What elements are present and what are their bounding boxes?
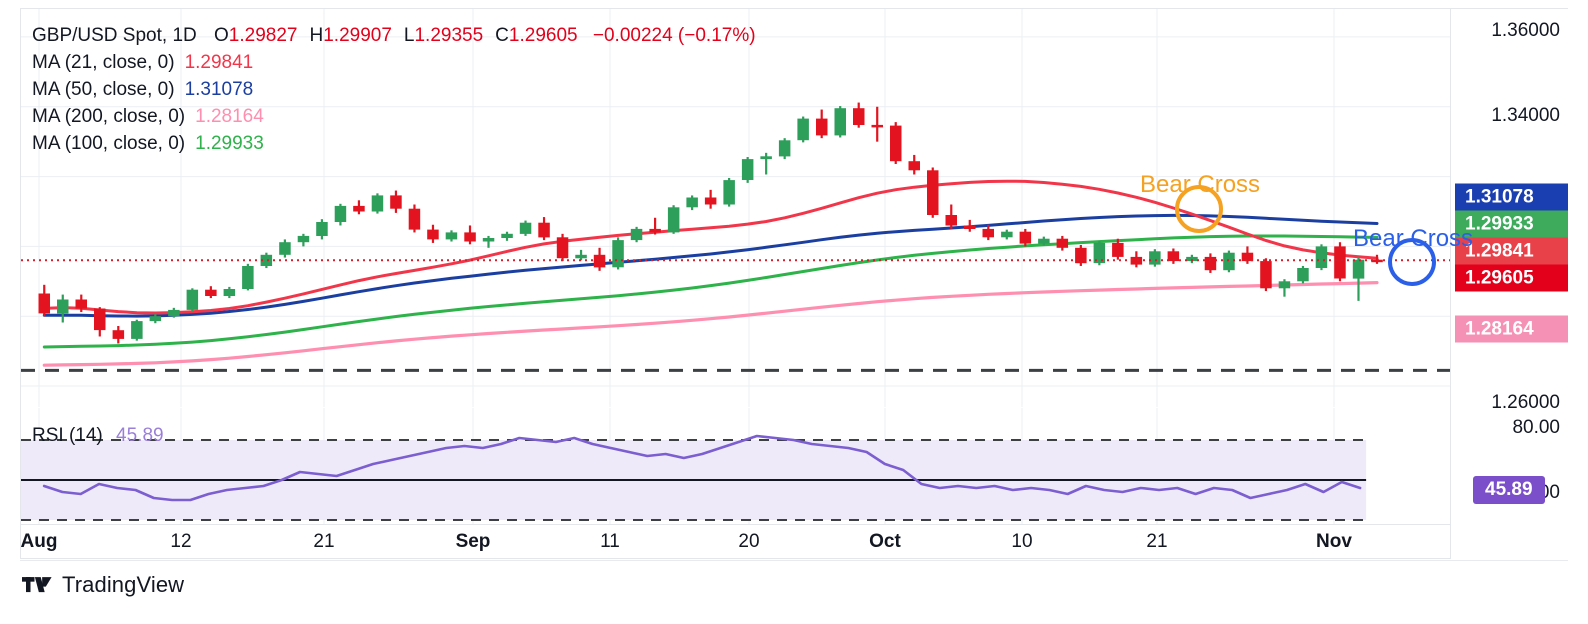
rsi-plot xyxy=(21,408,1367,524)
time-axis-tick: Nov xyxy=(1316,531,1352,552)
time-axis-tick: Sep xyxy=(455,531,491,552)
bear-cross-circle-1 xyxy=(1388,238,1436,286)
price-pane[interactable] xyxy=(21,9,1450,407)
time-axis-tick: 20 xyxy=(738,531,760,552)
tradingview-logo[interactable]: TradingView xyxy=(22,572,184,598)
time-axis[interactable]: Aug1221Sep1120Oct1021Nov11 xyxy=(20,524,1483,559)
rsi-axis-tick: 80.00 xyxy=(1512,417,1560,438)
price-badge[interactable]: 1.31078 xyxy=(1455,183,1568,211)
footer: TradingView xyxy=(20,560,1568,608)
price-plot xyxy=(21,9,1450,407)
time-axis-tick: Oct xyxy=(869,531,901,552)
price-axis[interactable]: 1.360001.340001.320001.260001.310781.299… xyxy=(1450,9,1568,559)
bear-cross-circle-0 xyxy=(1175,185,1223,233)
time-axis-tick: 12 xyxy=(170,531,192,552)
time-axis-tick: 21 xyxy=(1146,531,1168,552)
time-axis-tick: Aug xyxy=(20,531,58,552)
tradingview-mark-icon xyxy=(22,576,52,592)
price-badge[interactable]: 1.29605 xyxy=(1455,264,1568,292)
price-badge[interactable]: 1.29841 xyxy=(1455,237,1568,265)
tradingview-wordmark: TradingView xyxy=(62,571,185,597)
chart-frame: Aug1221Sep1120Oct1021Nov11 1.360001.3400… xyxy=(20,8,1568,559)
rsi-value-badge[interactable]: 45.89 xyxy=(1473,476,1545,504)
price-axis-tick: 1.36000 xyxy=(1491,20,1560,41)
time-axis-tick: 11 xyxy=(600,531,620,552)
price-badge[interactable]: 1.28164 xyxy=(1455,315,1568,343)
rsi-pane[interactable] xyxy=(21,408,1450,524)
price-axis-tick: 1.34000 xyxy=(1491,105,1560,126)
time-axis-tick: 21 xyxy=(313,531,335,552)
price-badge[interactable]: 1.29933 xyxy=(1455,210,1568,238)
price-axis-tick: 1.26000 xyxy=(1491,392,1560,413)
time-axis-tick: 10 xyxy=(1011,531,1033,552)
